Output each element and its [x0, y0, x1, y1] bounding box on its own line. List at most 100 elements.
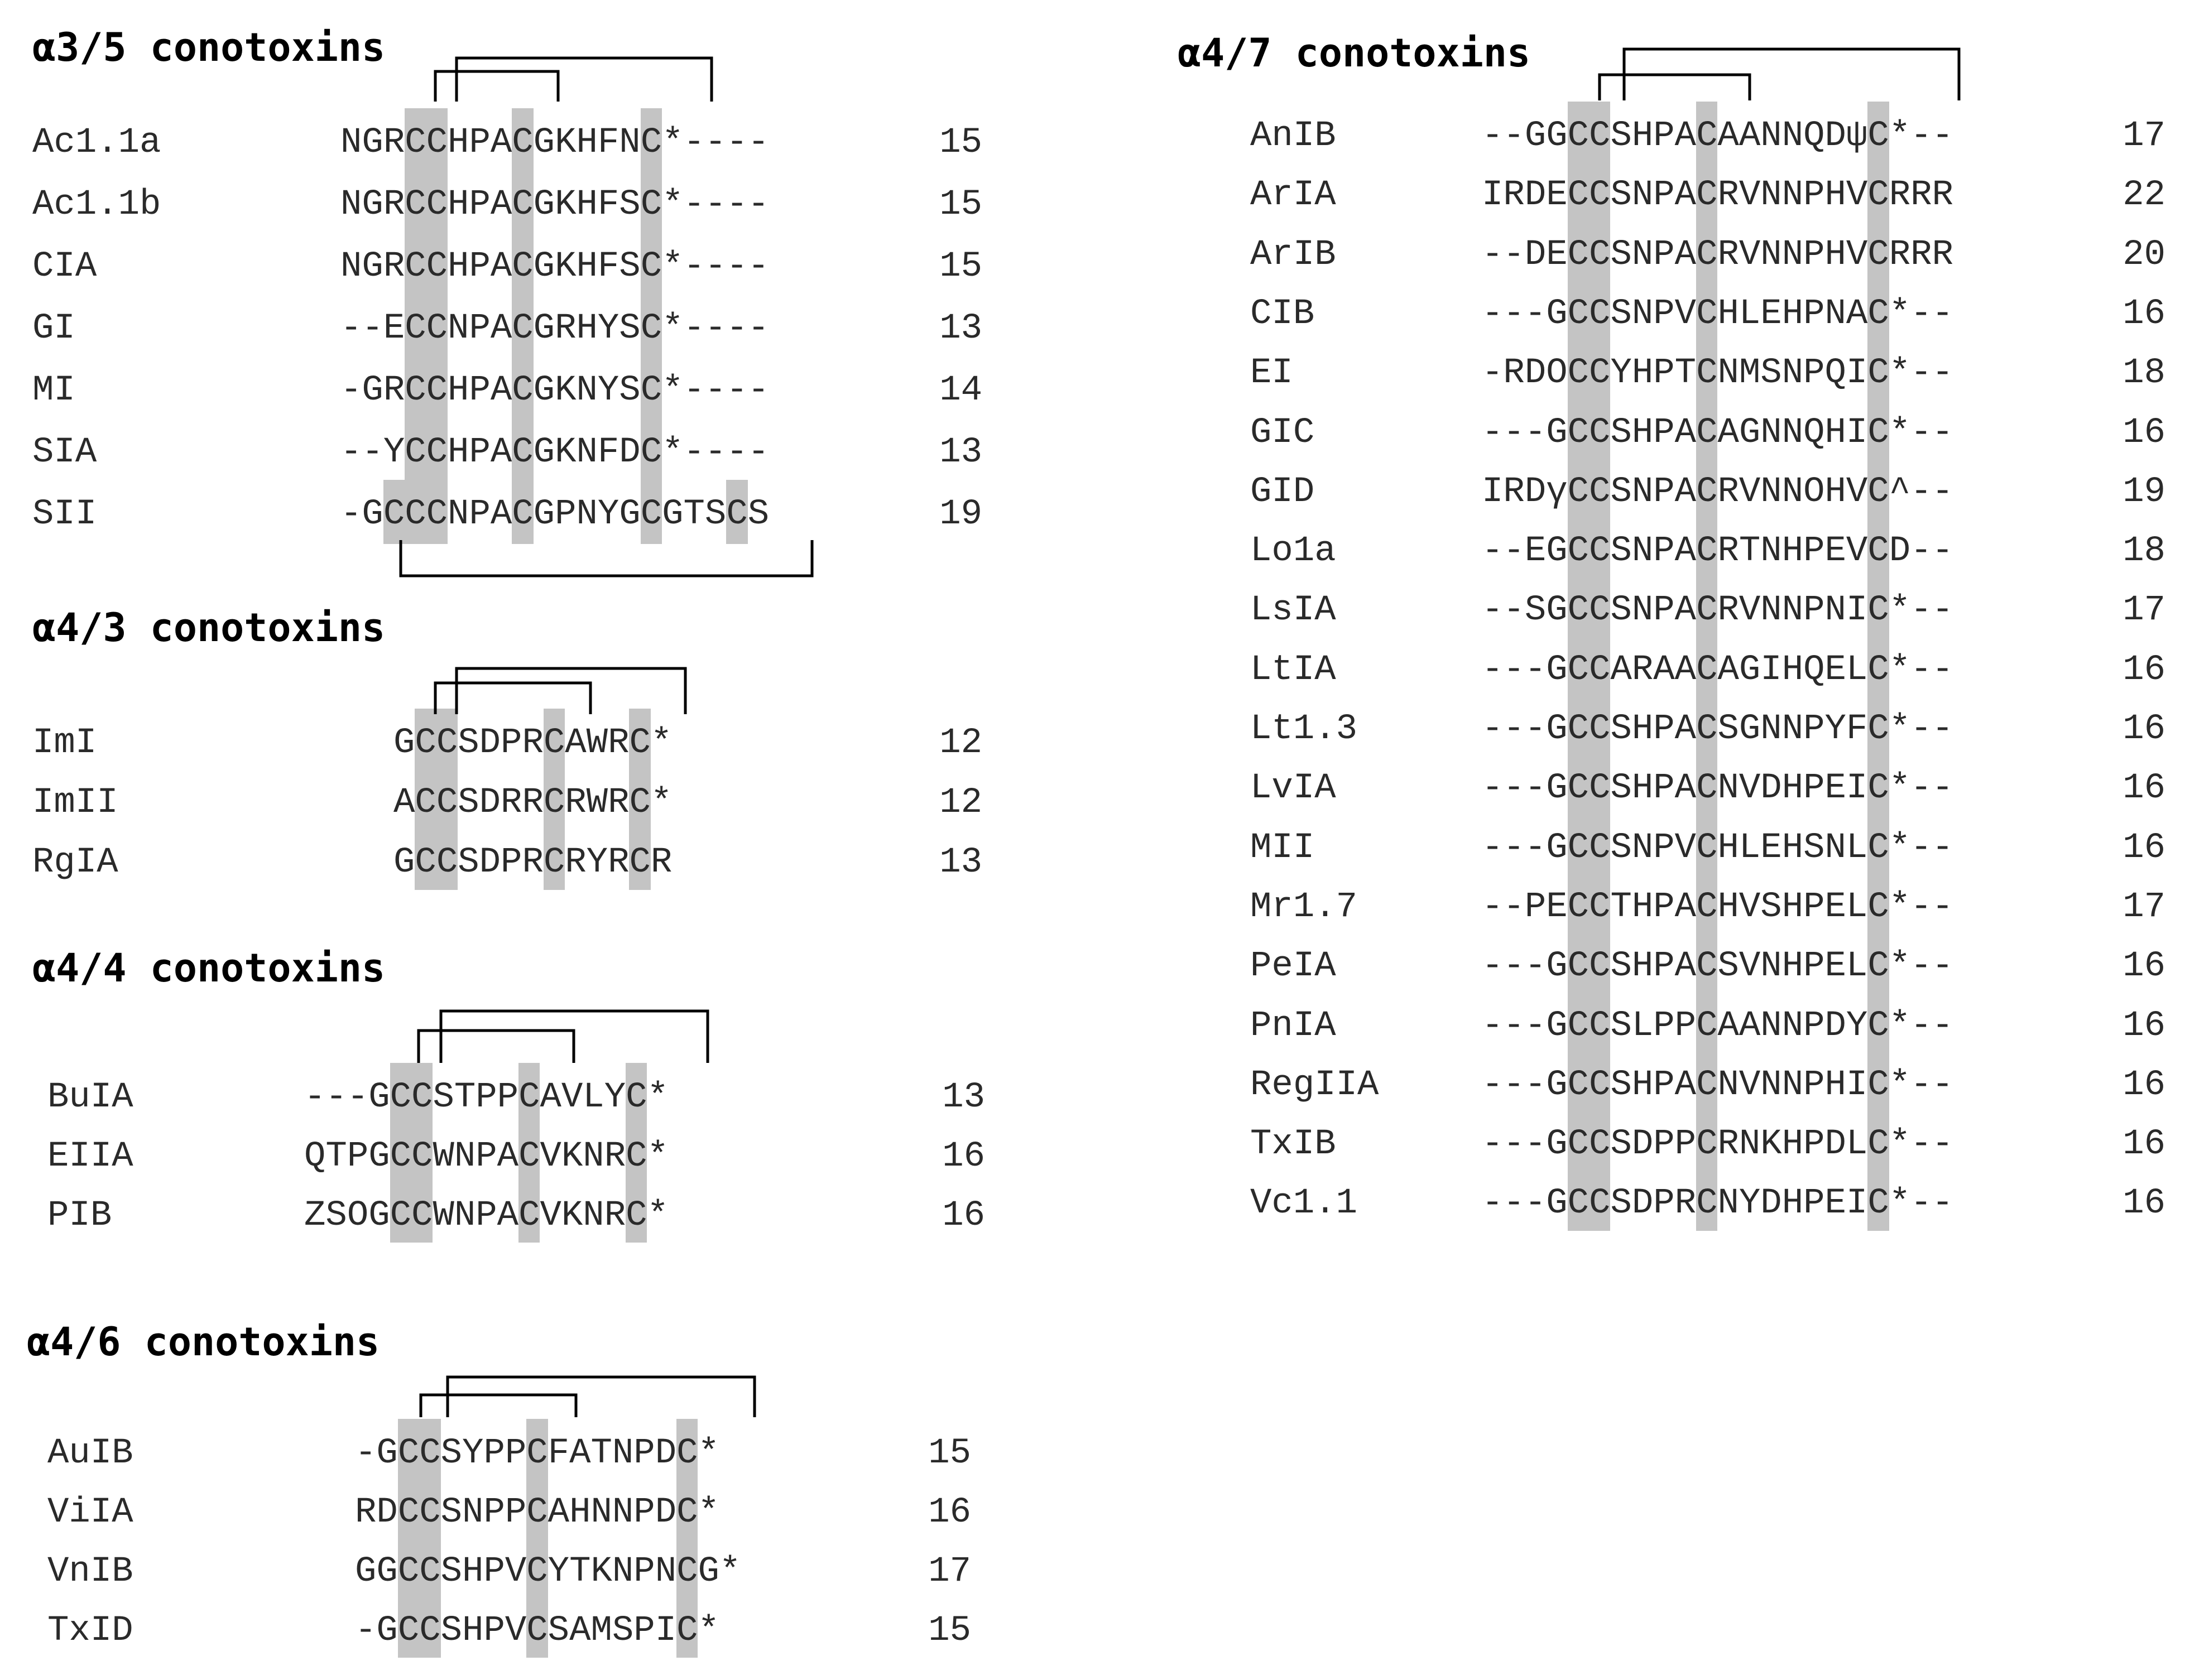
- toxin-sequence: --YCCHPACGKNFDC*----: [340, 432, 770, 473]
- sequence-length: 17: [2122, 116, 2165, 156]
- toxin-sequence: IRDECCSNPACRVNNPHVCRRR: [1482, 175, 1953, 216]
- sequence-length: 15: [939, 123, 982, 163]
- cysteine-highlight: [1567, 398, 1589, 460]
- toxin-name: SII: [32, 494, 97, 535]
- cysteine-highlight: [426, 232, 448, 296]
- cysteine-highlight: [1867, 635, 1889, 697]
- cysteine-highlight: [1567, 576, 1589, 638]
- cysteine-highlight: [512, 356, 534, 420]
- cysteine-highlight: [1567, 457, 1589, 519]
- toxin-name: PeIA: [1250, 946, 1336, 987]
- toxin-name: GI: [32, 309, 75, 349]
- toxin-name: PIB: [47, 1196, 112, 1236]
- cysteine-highlight: [1567, 635, 1589, 697]
- sequence-length: 16: [2122, 1005, 2165, 1046]
- disulfide-bond: [419, 1393, 578, 1417]
- cysteine-highlight: [1696, 991, 1718, 1053]
- cysteine-highlight: [640, 418, 662, 482]
- cysteine-highlight: [1696, 872, 1718, 935]
- toxin-name: EIIA: [47, 1137, 133, 1177]
- cysteine-highlight: [1567, 991, 1589, 1053]
- cysteine-highlight: [1867, 576, 1889, 638]
- disulfide-bond: [455, 56, 713, 102]
- cysteine-highlight: [419, 1537, 441, 1599]
- toxin-name: TxIB: [1250, 1124, 1336, 1165]
- cysteine-highlight: [676, 1478, 698, 1539]
- sequence-length: 13: [939, 843, 982, 883]
- toxin-sequence: GCCSDPRCRYRCR: [393, 843, 673, 883]
- cysteine-highlight: [1867, 161, 1889, 223]
- group-title: α4/4 conotoxins: [32, 945, 386, 991]
- cysteine-highlight: [1589, 1169, 1611, 1231]
- disulfide-bond: [1622, 47, 1961, 100]
- toxin-name: LtIA: [1250, 649, 1336, 690]
- cysteine-highlight: [726, 480, 748, 544]
- cysteine-highlight: [640, 170, 662, 234]
- cysteine-highlight: [426, 170, 448, 234]
- cysteine-highlight: [426, 108, 448, 172]
- cysteine-highlight: [436, 768, 458, 830]
- cysteine-highlight: [426, 480, 448, 544]
- cysteine-highlight: [512, 232, 534, 296]
- cysteine-highlight: [1589, 813, 1611, 875]
- toxin-sequence: --ECCNPACGRHYSC*----: [340, 309, 770, 349]
- cysteine-highlight: [1696, 695, 1718, 757]
- toxin-sequence: RDCCSNPPCAHNNPDC*: [355, 1493, 719, 1533]
- cysteine-highlight: [1589, 279, 1611, 341]
- cysteine-highlight: [629, 828, 651, 890]
- cysteine-highlight: [405, 480, 426, 544]
- cysteine-highlight: [1567, 102, 1589, 163]
- cysteine-highlight: [1867, 932, 1889, 994]
- cysteine-highlight: [629, 709, 651, 771]
- toxin-name: TxID: [47, 1611, 133, 1651]
- cysteine-highlight: [526, 1419, 548, 1480]
- sequence-length: 15: [939, 185, 982, 225]
- toxin-sequence: GCCSDPRCAWRC*: [393, 723, 673, 763]
- toxin-name: GID: [1250, 471, 1315, 512]
- cysteine-highlight: [629, 768, 651, 830]
- toxin-sequence: GGCCSHPVCYTKNPNCG*: [355, 1552, 741, 1592]
- cysteine-highlight: [397, 1478, 420, 1539]
- cysteine-highlight: [1867, 754, 1889, 816]
- toxin-name: AnIB: [1250, 116, 1336, 156]
- sequence-length: 13: [942, 1077, 985, 1118]
- cysteine-highlight: [1867, 517, 1889, 579]
- toxin-sequence: --GGCCSHPACAANNQDψC*--: [1482, 116, 1953, 156]
- toxin-sequence: ---GCCSLPPCAANNPDYC*--: [1482, 1005, 1953, 1046]
- cysteine-highlight: [390, 1063, 411, 1124]
- disulfide-bond: [434, 70, 560, 102]
- sequence-length: 18: [2122, 353, 2165, 394]
- toxin-name: Lo1a: [1250, 531, 1336, 572]
- cysteine-highlight: [512, 108, 534, 172]
- cysteine-highlight: [390, 1181, 411, 1243]
- cysteine-highlight: [676, 1419, 698, 1480]
- sequence-length: 16: [942, 1137, 985, 1177]
- cysteine-highlight: [426, 294, 448, 358]
- cysteine-highlight: [1696, 1110, 1718, 1172]
- toxin-name: ViIA: [47, 1493, 133, 1533]
- toxin-sequence: --DECCSNPACRVNNPHVCRRR: [1482, 234, 1953, 275]
- sequence-length: 19: [939, 494, 982, 535]
- cysteine-highlight: [1696, 457, 1718, 519]
- cysteine-highlight: [405, 170, 426, 234]
- toxin-name: LvIA: [1250, 768, 1336, 809]
- cysteine-highlight: [1589, 872, 1611, 935]
- cysteine-highlight: [1696, 754, 1718, 816]
- toxin-sequence: -GCCSHPVCSAMSPIC*: [355, 1611, 719, 1651]
- sequence-length: 12: [939, 723, 982, 763]
- sequence-length: 15: [928, 1611, 971, 1651]
- cysteine-highlight: [411, 1122, 433, 1183]
- cysteine-highlight: [397, 1596, 420, 1658]
- cysteine-highlight: [640, 232, 662, 296]
- sequence-length: 14: [939, 370, 982, 411]
- cysteine-highlight: [436, 828, 458, 890]
- cysteine-highlight: [1567, 1169, 1589, 1231]
- cysteine-highlight: [415, 828, 436, 890]
- cysteine-highlight: [526, 1537, 548, 1599]
- cysteine-highlight: [1696, 932, 1718, 994]
- cysteine-highlight: [1567, 517, 1589, 579]
- cysteine-highlight: [676, 1537, 698, 1599]
- cysteine-highlight: [1696, 220, 1718, 282]
- cysteine-highlight: [512, 170, 534, 234]
- cysteine-highlight: [1589, 398, 1611, 460]
